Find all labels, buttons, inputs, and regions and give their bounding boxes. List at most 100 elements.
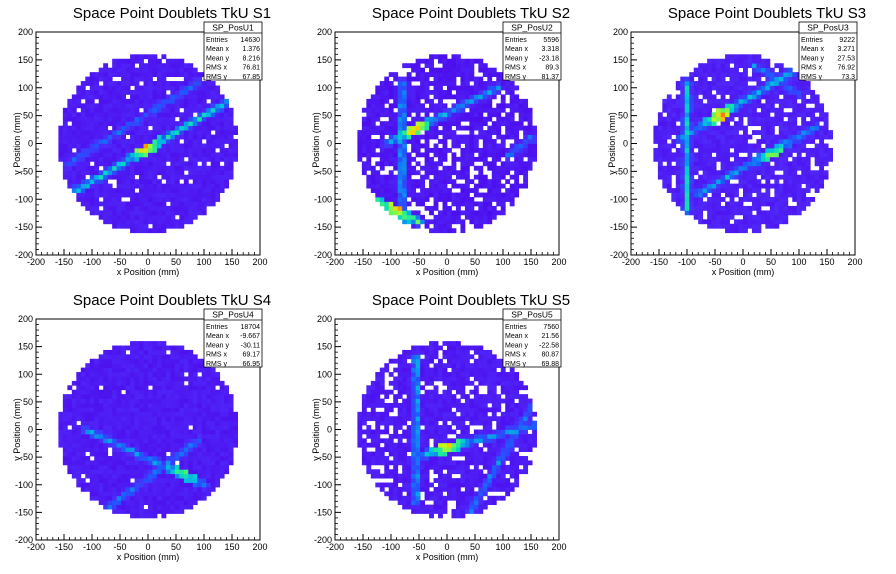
heatmap-cell — [707, 205, 713, 211]
heatmap-cell — [121, 385, 126, 391]
heatmap-cell — [496, 192, 502, 198]
heatmap-cell — [116, 219, 122, 225]
heatmap-cell — [125, 500, 131, 506]
heatmap-cell — [80, 385, 86, 391]
heatmap-cell — [170, 143, 176, 149]
heatmap-cell — [112, 161, 118, 167]
heatmap-cell — [125, 367, 131, 373]
heatmap-cell — [103, 183, 109, 189]
heatmap-cell — [201, 125, 207, 131]
heatmap-cell — [397, 139, 403, 144]
heatmap-cell — [662, 103, 668, 109]
heatmap-cell — [116, 197, 122, 202]
heatmap-cell — [473, 112, 479, 118]
heatmap-cell — [384, 121, 390, 127]
heatmap-cell — [197, 152, 203, 158]
heatmap-cell — [161, 116, 167, 122]
heatmap-cell — [210, 81, 216, 86]
heatmap-cell — [116, 394, 122, 399]
heatmap-cell — [183, 139, 189, 144]
heatmap-cell — [702, 72, 708, 77]
heatmap-cell — [130, 345, 135, 351]
heatmap-cell — [94, 85, 100, 91]
heatmap-cell — [415, 152, 421, 158]
heatmap-cell — [760, 121, 766, 127]
heatmap-cell — [130, 416, 135, 422]
heatmap-cell — [760, 63, 766, 69]
heatmap-cell — [756, 161, 762, 167]
heatmap-cell — [215, 170, 221, 176]
heatmap-cell — [107, 72, 113, 77]
heatmap-cell — [215, 398, 221, 404]
heatmap-cell — [424, 197, 430, 202]
heatmap-cell — [71, 473, 77, 479]
heatmap-cell — [112, 103, 118, 109]
heatmap-cell — [693, 94, 699, 100]
heatmap-cell — [725, 214, 730, 220]
heatmap-cell — [388, 197, 394, 202]
heatmap-cell — [702, 107, 708, 113]
heatmap-cell — [747, 121, 753, 127]
heatmap-cell — [447, 112, 452, 118]
heatmap-cell — [174, 130, 180, 135]
heatmap-cell — [116, 447, 122, 452]
heatmap-cell — [765, 81, 771, 86]
heatmap-cell — [769, 147, 775, 153]
heatmap-cell — [370, 170, 376, 176]
heatmap-cell — [388, 81, 394, 86]
heatmap-cell — [201, 112, 207, 118]
heatmap-cell — [201, 192, 207, 198]
heatmap-cell — [693, 89, 699, 95]
heatmap-cell — [680, 143, 686, 149]
heatmap-cell — [170, 58, 176, 64]
heatmap-cell — [774, 214, 780, 220]
heatmap-cell — [388, 174, 394, 180]
heatmap-cell — [509, 103, 515, 109]
heatmap-cell — [98, 125, 104, 131]
heatmap-cell — [787, 179, 793, 185]
heatmap-cell — [388, 210, 394, 216]
heatmap-cell — [134, 482, 140, 488]
heatmap-cell — [67, 152, 73, 158]
heatmap-cell — [148, 228, 153, 234]
heatmap-cell — [161, 67, 167, 73]
heatmap-cell — [720, 103, 726, 109]
heatmap-cell — [438, 54, 443, 60]
heatmap-cell — [130, 341, 135, 346]
heatmap-cell — [143, 380, 149, 386]
heatmap-cell — [215, 98, 221, 104]
heatmap-cell — [94, 451, 100, 457]
heatmap-cell — [720, 134, 726, 140]
heatmap-cell — [375, 170, 381, 176]
heatmap-cell — [130, 385, 135, 391]
heatmap-cell — [183, 389, 189, 395]
heatmap-cell — [388, 103, 394, 109]
heatmap-cell — [174, 170, 180, 176]
heatmap-cell — [98, 372, 104, 377]
heatmap-cell — [170, 214, 176, 220]
heatmap-cell — [156, 116, 162, 122]
heatmap-cell — [505, 165, 511, 171]
heatmap-cell — [152, 354, 158, 360]
heatmap-cell — [438, 121, 443, 127]
heatmap-cell — [58, 425, 64, 430]
heatmap-cell — [451, 130, 457, 135]
heatmap-cell — [89, 482, 95, 488]
heatmap-cell — [397, 130, 403, 135]
heatmap-cell — [85, 205, 91, 211]
heatmap-cell — [206, 143, 212, 149]
heatmap-cell — [116, 469, 122, 475]
heatmap-cell — [366, 143, 372, 149]
heatmap-cell — [179, 103, 185, 109]
heatmap-cell — [179, 456, 185, 461]
heatmap-cell — [725, 205, 730, 211]
heatmap-cell — [156, 223, 162, 229]
heatmap-cell — [514, 139, 520, 144]
heatmap-cell — [460, 223, 466, 229]
heatmap-cell — [174, 394, 180, 399]
heatmap-cell — [473, 107, 479, 113]
heatmap-cell — [415, 98, 421, 104]
heatmap-cell — [393, 152, 399, 158]
heatmap-cell — [85, 156, 91, 162]
heatmap-cell — [183, 134, 189, 140]
